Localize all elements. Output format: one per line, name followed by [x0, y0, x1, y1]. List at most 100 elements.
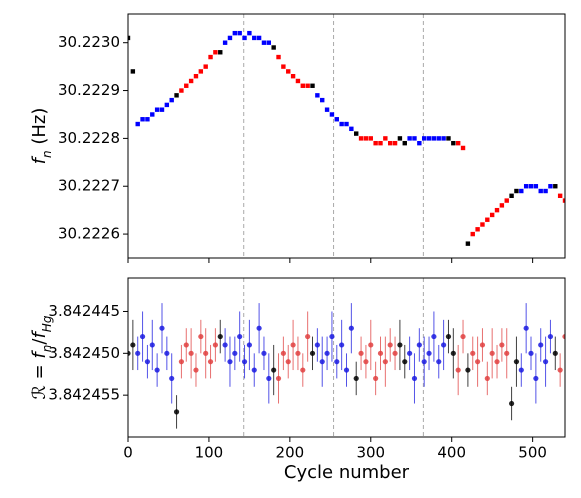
label-part: (Hz) [29, 108, 50, 151]
point [436, 136, 441, 141]
point [451, 140, 456, 146]
point [305, 333, 311, 340]
point [344, 121, 349, 127]
point [145, 117, 150, 122]
point [446, 136, 451, 141]
point [227, 35, 233, 41]
point [184, 83, 189, 88]
point [169, 97, 174, 103]
point [402, 359, 408, 365]
point [460, 333, 466, 340]
point [164, 102, 170, 108]
point [514, 188, 519, 194]
point [280, 350, 286, 356]
y-tick-label: 30.2226 [58, 225, 120, 243]
point [281, 64, 286, 69]
point [562, 333, 565, 340]
label-part: / [29, 338, 50, 345]
point [128, 35, 131, 41]
point [247, 30, 252, 36]
point [538, 188, 543, 194]
point [417, 140, 422, 146]
point [533, 184, 539, 189]
point [334, 359, 340, 365]
point [557, 367, 563, 373]
point [484, 375, 490, 382]
point [305, 83, 310, 88]
point [290, 73, 296, 79]
x-tick-label: 300 [356, 444, 385, 462]
point [213, 50, 218, 55]
point [368, 342, 374, 348]
point [212, 342, 218, 348]
point [397, 342, 403, 348]
point [383, 136, 388, 141]
point [285, 359, 291, 365]
point [538, 342, 544, 348]
point [203, 64, 208, 69]
label-part: f [29, 155, 50, 164]
point [198, 69, 204, 74]
point [407, 350, 413, 356]
point [144, 359, 151, 365]
point [261, 350, 267, 356]
y-tick-label: 30.2230 [58, 33, 120, 51]
point [465, 367, 471, 373]
point [479, 342, 486, 348]
label-part: n [40, 345, 54, 353]
point [480, 222, 485, 227]
label-part: f [29, 350, 50, 359]
point [179, 88, 184, 93]
point [319, 359, 325, 365]
point [402, 140, 407, 146]
point [523, 325, 529, 331]
y-tick-label: 3.842455 [48, 386, 120, 404]
point [450, 350, 456, 356]
plot-area [128, 30, 565, 246]
point [295, 350, 301, 356]
point [421, 136, 427, 141]
point [353, 375, 359, 382]
point [499, 342, 505, 348]
y-axis-label: fn (Hz) [29, 108, 54, 165]
point [489, 212, 495, 218]
point [348, 325, 354, 331]
point [397, 136, 403, 141]
point [513, 359, 520, 365]
point [358, 136, 364, 141]
point [407, 136, 412, 141]
point [154, 107, 160, 112]
point [562, 198, 565, 203]
point [431, 136, 437, 141]
axes-frame [127, 13, 566, 259]
point [552, 350, 558, 356]
point [246, 342, 252, 348]
point [363, 359, 369, 365]
point [421, 359, 427, 365]
point [275, 375, 282, 382]
point [547, 333, 554, 340]
x-axis-label: Cycle number [284, 462, 410, 483]
y-tick-label: 30.2227 [58, 177, 120, 195]
point [256, 35, 262, 41]
point [528, 184, 534, 189]
point [300, 83, 305, 88]
point [553, 184, 558, 189]
point [295, 78, 301, 84]
point [387, 342, 393, 348]
y-tick-label: 30.2229 [58, 81, 120, 99]
point [377, 350, 384, 356]
point [373, 375, 379, 382]
point [339, 342, 345, 348]
point [178, 359, 185, 365]
point [542, 359, 549, 365]
point [188, 78, 194, 84]
plot-area [128, 303, 565, 429]
point [543, 188, 548, 194]
point [193, 73, 199, 79]
point [150, 112, 155, 117]
point [193, 367, 199, 373]
point [485, 217, 490, 222]
point [504, 350, 510, 356]
point [329, 333, 335, 340]
